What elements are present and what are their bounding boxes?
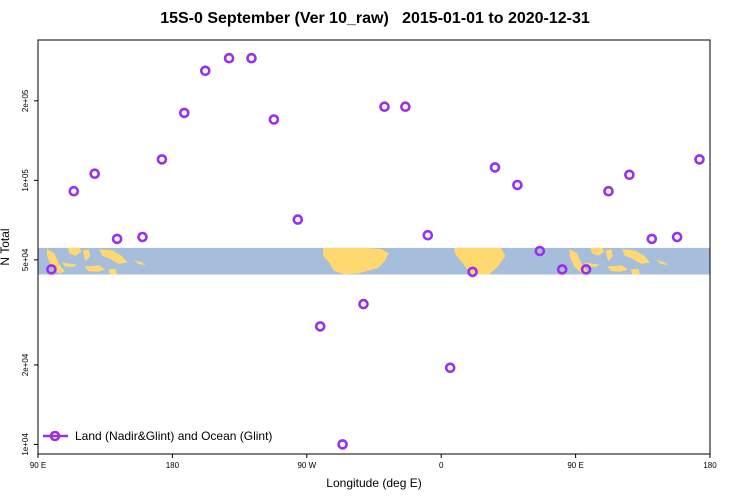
y-tick-label: 5e+04 bbox=[21, 248, 30, 271]
data-point bbox=[223, 52, 235, 64]
map-land-sulawesi bbox=[82, 249, 91, 262]
data-point bbox=[68, 185, 80, 197]
map-land-borneo bbox=[67, 247, 82, 256]
x-tick-label: 180 bbox=[703, 461, 717, 470]
x-tick-label: 180 bbox=[166, 461, 180, 470]
map-land-australia-north bbox=[108, 268, 118, 275]
data-point bbox=[489, 162, 501, 173]
map-land-australia-north-2 bbox=[630, 268, 640, 275]
legend-marker-swatch bbox=[49, 430, 61, 442]
data-point bbox=[671, 231, 683, 243]
data-point bbox=[422, 229, 434, 241]
data-point bbox=[337, 439, 348, 450]
map-land-timor-australia bbox=[84, 265, 106, 272]
x-axis-title: Longitude (deg E) bbox=[326, 476, 421, 490]
map-band bbox=[38, 247, 710, 275]
y-tick-label: 2e+04 bbox=[21, 353, 30, 376]
map-land-borneo-2 bbox=[590, 247, 604, 256]
legend: Land (Nadir&Glint) and Ocean (Glint) bbox=[43, 429, 272, 443]
y-tick-label: 2e+05 bbox=[21, 89, 30, 112]
scatter-points bbox=[46, 52, 705, 450]
x-tick-label: 0 bbox=[439, 461, 444, 470]
data-point bbox=[444, 362, 456, 374]
data-point bbox=[646, 233, 658, 245]
data-point bbox=[556, 264, 568, 275]
data-point bbox=[111, 233, 123, 245]
y-tick-label: 1e+05 bbox=[21, 169, 30, 192]
data-point bbox=[314, 321, 326, 332]
data-point bbox=[46, 264, 57, 275]
data-point bbox=[179, 107, 190, 119]
map-land-sulawesi-2 bbox=[605, 249, 613, 262]
data-point bbox=[137, 231, 148, 243]
legend-label: Land (Nadir&Glint) and Ocean (Glint) bbox=[75, 429, 272, 443]
data-point bbox=[580, 264, 592, 275]
data-point bbox=[467, 266, 478, 278]
map-land-south-america bbox=[323, 247, 389, 275]
data-point bbox=[268, 114, 280, 125]
data-point bbox=[400, 101, 411, 112]
map-land-solomon bbox=[133, 259, 146, 266]
x-axis: 90 E 180 90 W 0 90 E 180 bbox=[30, 454, 717, 470]
map-land-sumatra bbox=[47, 249, 65, 274]
data-point bbox=[512, 179, 523, 191]
data-point bbox=[358, 298, 369, 310]
data-point bbox=[89, 168, 100, 179]
map-land-new-guinea-2 bbox=[621, 249, 651, 264]
data-point bbox=[292, 214, 304, 225]
map-land-java bbox=[61, 262, 77, 268]
x-tick-label: 90 E bbox=[567, 461, 583, 470]
data-point bbox=[156, 154, 168, 165]
data-point bbox=[534, 245, 546, 257]
map-land-timor-australia-2 bbox=[607, 265, 628, 272]
plot-frame bbox=[37, 39, 711, 455]
data-point bbox=[694, 154, 705, 165]
map-land-solomon-2 bbox=[656, 259, 669, 266]
y-axis: 1e+04 2e+04 5e+04 1e+05 2e+05 bbox=[21, 89, 38, 456]
y-tick-label: 1e+04 bbox=[21, 433, 30, 456]
data-point bbox=[246, 52, 257, 64]
data-point bbox=[624, 169, 635, 181]
chart-title: 15S-0 September (Ver 10_raw) 2015-01-01 … bbox=[160, 10, 590, 27]
data-point bbox=[200, 65, 211, 77]
map-land-new-guinea bbox=[99, 249, 128, 264]
x-tick-label: 90 E bbox=[30, 461, 46, 470]
data-point bbox=[379, 101, 390, 112]
x-tick-label: 90 W bbox=[297, 461, 316, 470]
data-point bbox=[603, 185, 614, 197]
y-axis-title: N Total bbox=[0, 228, 12, 265]
map-land-africa bbox=[454, 247, 506, 275]
